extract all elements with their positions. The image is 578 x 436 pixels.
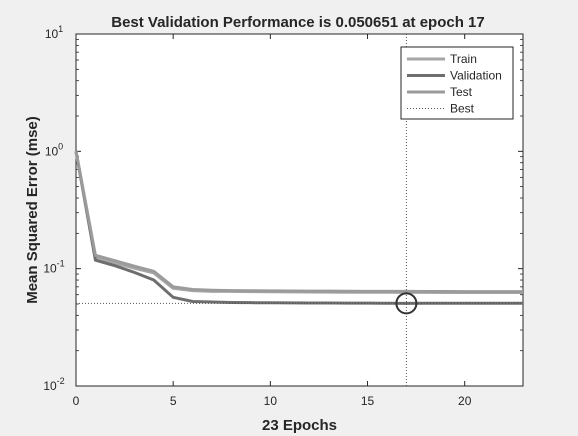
series-line-test [74,151,523,294]
best-point-marker [395,292,418,315]
y-axis-label: Mean Squared Error (mse) [24,116,41,304]
x-tick-label: 10 [264,394,278,408]
x-tick-label: 15 [361,394,375,408]
legend-label-train: Train [450,52,477,66]
chart-title: Best Validation Performance is 0.050651 … [111,14,485,31]
legend-label-test: Test [450,85,473,99]
x-axis-label: 23 Epochs [262,417,337,434]
y-tick-label: 10-2 [43,376,64,393]
x-tick-label: 20 [458,394,472,408]
y-tick-label: 101 [45,24,63,41]
x-tick-label: 5 [170,394,177,408]
legend: Train Validation Test Best [400,46,514,120]
legend-label-best: Best [450,102,475,116]
y-tick-label: 100 [45,141,63,158]
legend-label-validation: Validation [450,69,502,83]
x-tick-label: 0 [73,394,80,408]
plot-layer: 0 5 10 15 20 10-2 10-1 100 101 [43,24,523,408]
y-tick-label: 10-1 [43,259,64,276]
